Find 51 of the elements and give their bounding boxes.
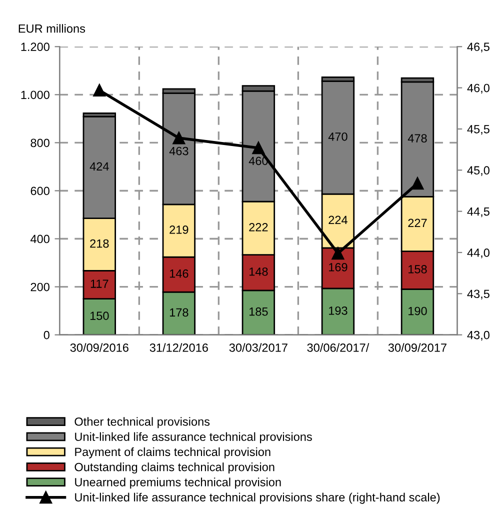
- y2-tick-label: 46,5: [467, 42, 490, 52]
- y-tick-label: 0: [44, 330, 50, 340]
- y2-tick-label: 43,0: [467, 330, 490, 341]
- data-label: 158: [408, 265, 427, 274]
- y-tick-label: 600: [30, 186, 50, 196]
- data-label: 193: [329, 306, 348, 315]
- y-tick-label: 1.200: [21, 42, 50, 52]
- legend-label: Unit-linked life assurance technical provisions: [75, 432, 312, 444]
- data-label: 146: [170, 269, 188, 278]
- point: [252, 142, 265, 154]
- legend-label: Payment of claims technical provision: [75, 447, 270, 458]
- y-tick-label: 1.000: [21, 90, 50, 100]
- data-label: 148: [249, 267, 268, 276]
- x-tick-label: 30/03/2017: [229, 343, 288, 352]
- data-label: 227: [408, 218, 427, 228]
- legend-label: Outstanding claims technical provision: [74, 462, 274, 474]
- data-label: 222: [249, 223, 268, 232]
- x-tick-label: 30/09/2017: [388, 343, 446, 352]
- y-axis-title: EUR millions: [18, 24, 86, 33]
- y-tick-label: 200: [30, 282, 50, 292]
- data-label: 185: [249, 307, 268, 316]
- y-tick-label: 400: [30, 234, 50, 244]
- x-tick-label: 30/06/2017/: [307, 343, 370, 352]
- data-label: 478: [408, 134, 427, 143]
- data-label: 470: [328, 132, 348, 141]
- y2-tick-label: 44,5: [467, 207, 490, 218]
- y2-tick-label: 46,0: [467, 84, 490, 94]
- data-label: 219: [170, 226, 188, 234]
- point: [172, 132, 186, 144]
- legend-label: Other technical provisions: [74, 417, 210, 428]
- legend-label: Unearned premiums technical provision: [75, 478, 281, 489]
- y-tick-label: 800: [30, 138, 50, 148]
- data-label: 224: [328, 216, 348, 224]
- y2-tick-label: 43,5: [467, 290, 490, 300]
- x-tick-label: 30/09/2016: [70, 343, 128, 352]
- y2-tick-label: 45,0: [467, 166, 490, 176]
- data-label: 169: [329, 263, 348, 272]
- point: [93, 84, 106, 97]
- data-label: 424: [90, 162, 109, 170]
- data-label: 218: [90, 239, 109, 248]
- data-label: 463: [169, 146, 188, 156]
- x-tick-label: 31/12/2016: [150, 343, 208, 352]
- data-label: 178: [170, 308, 188, 317]
- y2-tick-label: 45,5: [467, 125, 490, 135]
- legend-label: Unit-linked life assurance technical provisions share (right-hand scale): [75, 492, 440, 504]
- point: [332, 247, 344, 260]
- data-label: 150: [90, 312, 109, 320]
- data-label: 190: [408, 306, 427, 316]
- y2-tick-label: 44,0: [467, 248, 490, 258]
- data-label: 117: [90, 280, 108, 288]
- point: [411, 177, 424, 190]
